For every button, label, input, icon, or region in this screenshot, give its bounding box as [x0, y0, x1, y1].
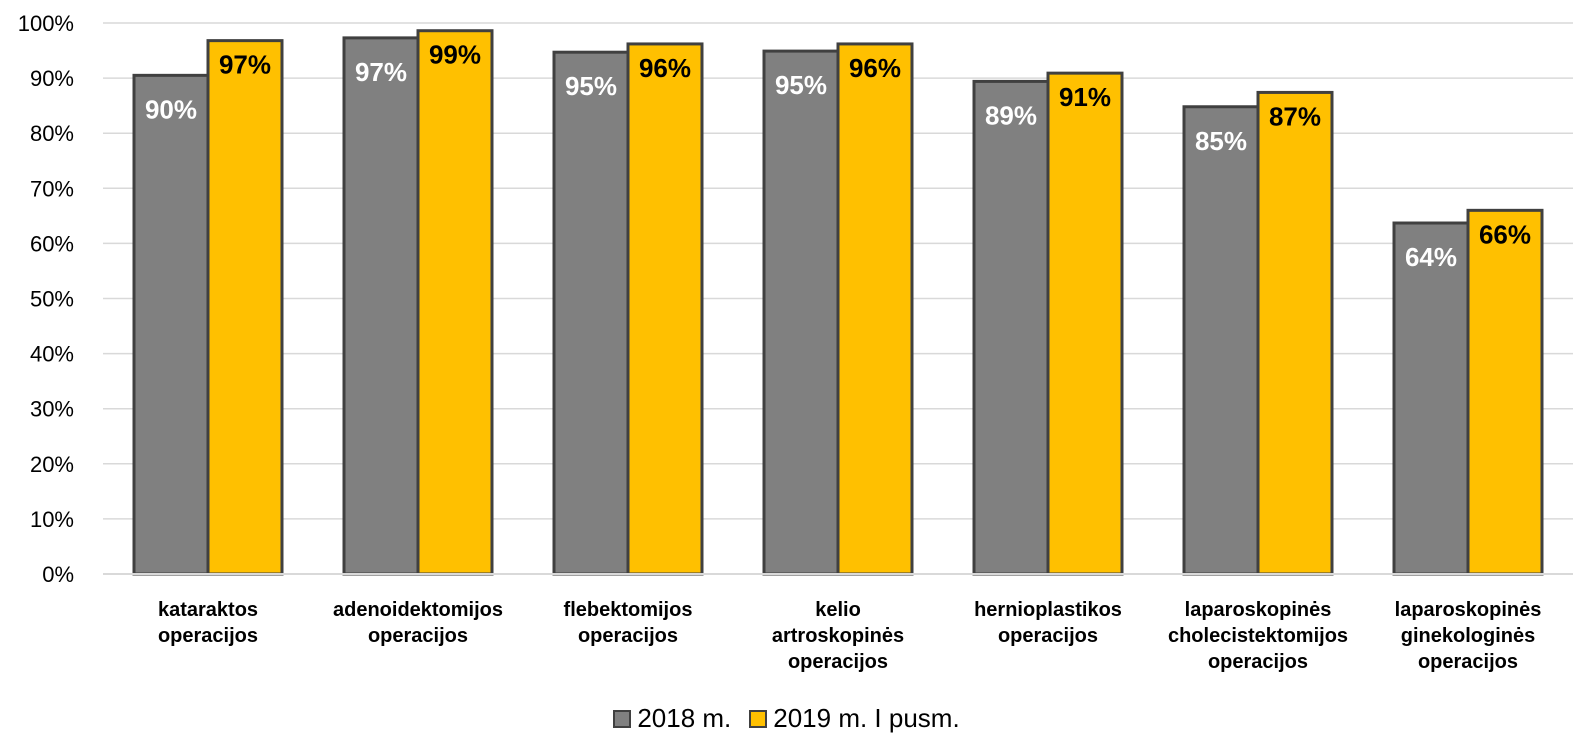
y-tick-label: 0% [42, 562, 74, 587]
data-labels: 90% 97% 97% 99% 95% 96% 95% 96% 89% 91% 85% 87% 64% 6… [145, 40, 1531, 272]
bar-2018 [762, 49, 840, 576]
bar-2019 [1256, 90, 1334, 576]
category-label: kelio artroskopinės operacijos [772, 599, 904, 673]
bar-2018 [972, 79, 1050, 576]
legend-item-2019: 2019 m. I pusm. [749, 703, 960, 734]
y-tick-label: 10% [30, 507, 74, 532]
bar-2018 [1392, 221, 1470, 576]
y-tick-label: 80% [30, 121, 74, 146]
bar-2019 [416, 29, 494, 576]
bar-chart: 0% 10% 20% 30% 40% 50% 60% 70% 80% 90% 100% 90% 97%… [18, 11, 1573, 673]
bar-2019 [206, 39, 284, 576]
bar-2019 [1466, 208, 1544, 576]
category-label: adenoidektomijos operacijos [333, 599, 503, 647]
legend-swatch-2018 [613, 709, 632, 728]
legend-label-2019: 2019 m. I pusm. [773, 703, 960, 733]
data-label: 97% [219, 50, 271, 80]
y-tick-label: 100% [18, 11, 74, 36]
data-label: 87% [1269, 101, 1321, 131]
y-tick-label: 40% [30, 342, 74, 367]
legend-swatch-2019 [749, 709, 768, 728]
data-label: 64% [1405, 242, 1457, 272]
data-label: 66% [1479, 219, 1531, 249]
y-tick-label: 50% [30, 287, 74, 312]
data-label: 97% [355, 57, 407, 87]
legend-item-2018: 2018 m. [613, 703, 731, 734]
data-label: 96% [849, 53, 901, 83]
data-label: 89% [985, 100, 1037, 130]
data-label: 85% [1195, 126, 1247, 156]
bar-2019 [626, 42, 704, 576]
category-label: hernioplastikos operacijos [974, 599, 1122, 647]
y-tick-label: 90% [30, 66, 74, 91]
category-label: kataraktos operacijos [158, 599, 258, 647]
x-axis-categories: kataraktos operacijos adenoidektomijos oper… [158, 599, 1541, 673]
data-label: 95% [565, 71, 617, 101]
bars [132, 29, 1544, 576]
y-axis-ticks: 0% 10% 20% 30% 40% 50% 60% 70% 80% 90% 100% [18, 11, 74, 587]
y-tick-label: 70% [30, 176, 74, 201]
data-label: 90% [145, 94, 197, 124]
y-tick-label: 20% [30, 452, 74, 477]
data-label: 96% [639, 53, 691, 83]
data-label: 91% [1059, 82, 1111, 112]
data-label: 99% [429, 40, 481, 70]
y-tick-label: 30% [30, 397, 74, 422]
category-label: flebektomijos operacijos [564, 599, 693, 647]
data-label: 95% [775, 70, 827, 100]
y-tick-label: 60% [30, 231, 74, 256]
legend: 2018 m. 2019 m. I pusm. [0, 703, 1573, 734]
bar-2018 [552, 50, 630, 576]
bar-2018 [342, 36, 420, 576]
bar-2019 [1046, 71, 1124, 576]
bar-2018 [132, 73, 210, 576]
category-label: laparoskopinės ginekologinės operacijos [1395, 599, 1542, 673]
bar-2018 [1182, 105, 1260, 576]
legend-label-2018: 2018 m. [637, 703, 732, 733]
bar-2019 [836, 42, 914, 576]
category-label: laparoskopinės cholecistektomijos operacij… [1168, 599, 1348, 673]
